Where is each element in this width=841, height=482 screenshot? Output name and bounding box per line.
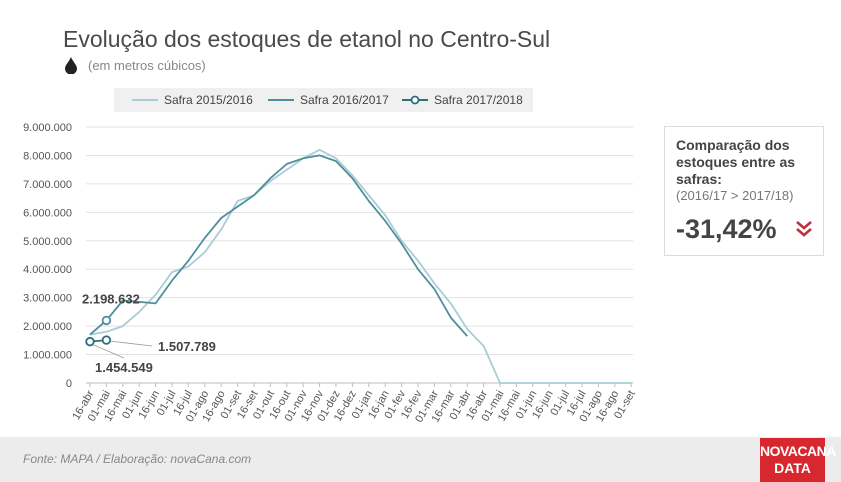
- legend-item-2015-2016: Safra 2015/2016: [132, 88, 253, 112]
- legend-label: Safra 2017/2018: [434, 93, 523, 107]
- series-line-2: [89, 154, 468, 337]
- comparison-box: Comparação dos estoques entre as safras:…: [664, 126, 824, 256]
- y-tick-label: 8.000.000: [23, 150, 72, 162]
- data-point: [85, 336, 95, 347]
- annotation-label: 2.198.632: [82, 291, 140, 306]
- novacana-logo: NOVACANA DATA: [760, 438, 836, 482]
- legend-label: Safra 2015/2016: [164, 93, 253, 107]
- y-tick-label: 4.000.000: [23, 264, 72, 276]
- annotation-label: 1.454.549: [95, 360, 153, 375]
- annotated-point: [101, 315, 112, 326]
- annotation-label: 1.507.789: [158, 339, 216, 354]
- y-tick-label: 0: [66, 378, 72, 390]
- legend-item-2016-2017: Safra 2016/2017: [268, 88, 389, 112]
- chart-title: Evolução dos estoques de etanol no Centr…: [63, 26, 551, 52]
- comparison-seasons: (2016/17 > 2017/18): [676, 188, 794, 203]
- legend-marker-icon: [402, 95, 428, 105]
- y-tick-label: 7.000.000: [23, 179, 72, 191]
- legend-line-icon: [268, 99, 294, 101]
- annotation-leader: [92, 344, 125, 359]
- line-chart: 0 1.000.000 2.000.000 3.000.000 4.000.000 5.0…: [23, 122, 638, 425]
- legend-line-icon: [132, 99, 158, 101]
- footer: Fonte: MAPA / Elaboração: novaCana.com: [0, 437, 841, 482]
- source-note: Fonte: MAPA / Elaboração: novaCana.com: [23, 452, 252, 466]
- comparison-heading: Comparação dos estoques entre as safras:: [676, 137, 796, 187]
- y-tick-label: 5.000.000: [23, 236, 72, 248]
- comparison-value: -31,42%: [676, 214, 777, 244]
- y-tick-label: 6.000.000: [23, 207, 72, 219]
- double-chevron-down-icon: [796, 221, 812, 237]
- y-tick-label: 9.000.000: [23, 122, 72, 134]
- logo-line2: DATA: [774, 460, 811, 476]
- y-tick-label: 2.000.000: [23, 321, 72, 333]
- chart-subtitle: (em metros cúbicos): [88, 58, 206, 73]
- legend-item-2017-2018: Safra 2017/2018: [402, 88, 523, 112]
- chart-legend: Safra 2015/2016 Safra 2016/2017 Safra 20…: [114, 88, 533, 112]
- annotation-leader: [110, 340, 153, 347]
- legend-label: Safra 2016/2017: [300, 93, 389, 107]
- y-tick-label: 1.000.000: [23, 350, 72, 362]
- y-tick-label: 3.000.000: [23, 293, 72, 305]
- logo-line1: NOVACANA: [760, 443, 836, 459]
- drop-icon: [65, 57, 77, 74]
- data-point: [101, 335, 112, 345]
